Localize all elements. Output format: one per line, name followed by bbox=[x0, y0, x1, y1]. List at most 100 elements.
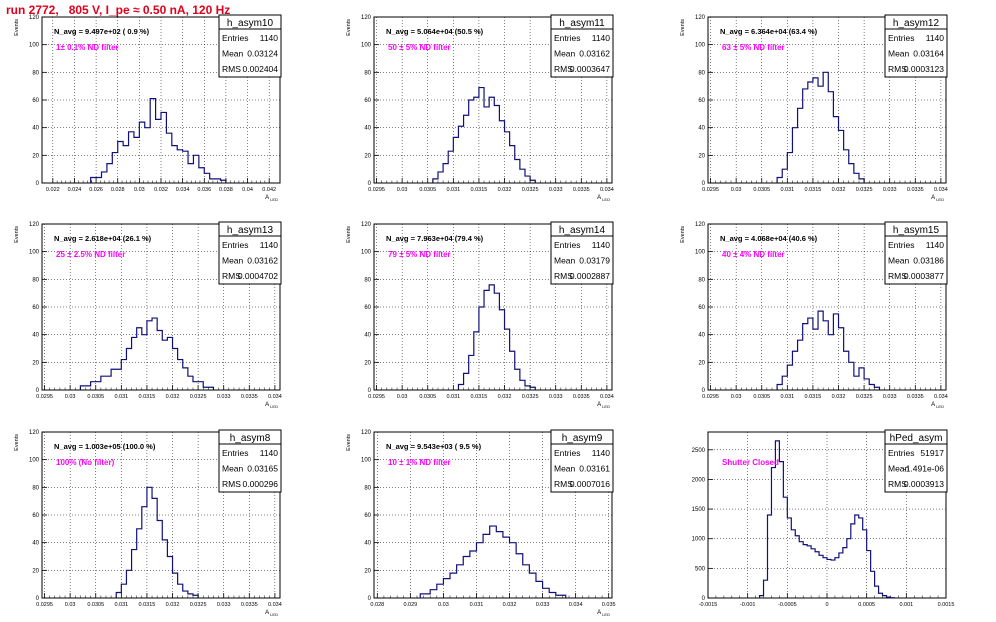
navg-label: N_avg = 9.497e+02 ( 0.9 %) bbox=[54, 27, 150, 36]
stats-label: Entries bbox=[888, 33, 914, 43]
y-tick-label: 20 bbox=[32, 568, 39, 574]
x-tick-label: 0.0295 bbox=[36, 602, 53, 608]
stats-value: 1140 bbox=[592, 448, 611, 458]
y-tick-label: 40 bbox=[32, 541, 39, 547]
stats-box-frame bbox=[884, 429, 948, 493]
navg-label: N_avg = 2.618e+04 (26.1 %) bbox=[54, 234, 152, 243]
x-tick-label: 0.0325 bbox=[522, 187, 539, 193]
y-tick-label: 100 bbox=[361, 43, 372, 49]
stats-value: 0.0004702 bbox=[238, 271, 278, 281]
x-tick-label: 0.0315 bbox=[471, 187, 488, 193]
histogram-panel-h_asym13: 0.0295 0.03 0.0305 0.031 0.0315 0.032 0.0325 0.… bbox=[14, 221, 282, 409]
x-tick-label: 0.0315 bbox=[805, 394, 822, 400]
stats-box-frame bbox=[218, 221, 282, 285]
stats-label: Entries bbox=[554, 33, 580, 43]
y-tick-label: 0 bbox=[702, 388, 706, 394]
y-tick-label: 60 bbox=[32, 98, 39, 104]
stats-label: Mean bbox=[554, 49, 576, 59]
x-axis-title: A LED bbox=[265, 610, 278, 617]
x-tick-label: 0.026 bbox=[89, 187, 103, 193]
stats-label: Entries bbox=[554, 240, 580, 250]
x-tick-label: 0.028 bbox=[370, 602, 384, 608]
filter-label: 79 ± 5% ND filter bbox=[388, 250, 451, 259]
stats-value: 1140 bbox=[592, 33, 611, 43]
x-tick-label: 0.031 bbox=[446, 394, 460, 400]
y-tick-label: 40 bbox=[32, 126, 39, 132]
histogram-panel-hPed_asym: -0.0015 -0.001 -0.0005 0 0.0005 0.001 0.0015 0 5… bbox=[692, 429, 955, 608]
y-tick-label: 0 bbox=[702, 181, 706, 187]
y-tick-label: 100 bbox=[361, 250, 372, 256]
x-tick-label: 0.0305 bbox=[87, 394, 104, 400]
y-tick-label: 40 bbox=[364, 333, 371, 339]
x-tick-label: 0.032 bbox=[832, 187, 846, 193]
x-tick-label: 0.032 bbox=[498, 394, 512, 400]
histogram-series bbox=[90, 98, 227, 183]
y-tick-label: 0 bbox=[36, 181, 40, 187]
y-tick-label: 120 bbox=[29, 222, 40, 228]
x-tick-label: 0.0005 bbox=[858, 602, 875, 608]
y-tick-label: 20 bbox=[698, 360, 705, 366]
stats-box: h_asym15 Entries 1140 Mean 0.03186 RMS0.00038… bbox=[884, 221, 948, 285]
filter-label: 1± 0.1% ND filter bbox=[56, 43, 119, 52]
y-tick-label: 120 bbox=[29, 430, 40, 436]
x-tick-label: 0.033 bbox=[536, 602, 550, 608]
x-tick-label: 0.032 bbox=[166, 394, 180, 400]
stats-label: RMS bbox=[554, 479, 573, 489]
y-tick-label: 80 bbox=[364, 277, 371, 283]
x-tick-label: 0.0325 bbox=[856, 187, 873, 193]
stats-label: RMS bbox=[554, 271, 573, 281]
y-tick-label: 60 bbox=[698, 98, 705, 104]
x-tick-label: 0.032 bbox=[832, 394, 846, 400]
stats-box: hPed_asym Entries 51917 Mean-1.491e-06 RMS0.… bbox=[884, 429, 948, 493]
y-tick-label: 40 bbox=[364, 541, 371, 547]
stats-value: 0.03161 bbox=[579, 464, 610, 474]
stats-label: Entries bbox=[222, 240, 248, 250]
histogram-panel-h_asym11: 0.0295 0.03 0.0305 0.031 0.0315 0.032 0.0325 0.… bbox=[346, 14, 614, 202]
x-tick-label: 0.033 bbox=[883, 394, 897, 400]
filter-label: 63 ± 5% ND filter bbox=[722, 43, 785, 52]
histogram-name: h_asym8 bbox=[230, 433, 271, 444]
y-tick-label: 40 bbox=[364, 126, 371, 132]
stats-box-frame bbox=[218, 14, 282, 78]
x-tick-label: 0.036 bbox=[197, 187, 211, 193]
x-tick-label: 0.0305 bbox=[753, 187, 770, 193]
stats-label: RMS bbox=[222, 64, 241, 74]
y-axis-title: Events bbox=[346, 434, 352, 451]
stats-value: 0.03162 bbox=[247, 256, 278, 266]
x-tick-label: 0.0305 bbox=[419, 187, 436, 193]
x-tick-label: 0.032 bbox=[154, 187, 168, 193]
x-tick-label: -0.001 bbox=[740, 602, 756, 608]
x-tick-label: 0.0295 bbox=[702, 187, 719, 193]
y-axis-title: Events bbox=[680, 19, 686, 36]
x-tick-label: 0.022 bbox=[46, 187, 60, 193]
y-tick-label: 2000 bbox=[692, 477, 706, 483]
filter-label: Shutter Closed bbox=[722, 458, 779, 467]
filter-label: 10 ± 1% ND filter bbox=[388, 458, 451, 467]
x-tick-label: 0.0325 bbox=[190, 602, 207, 608]
y-tick-label: 40 bbox=[32, 333, 39, 339]
x-tick-label: 0.04 bbox=[242, 187, 253, 193]
x-tick-label: 0.0325 bbox=[856, 394, 873, 400]
x-tick-label: 0.033 bbox=[217, 602, 231, 608]
filter-label: 40 ± 4% ND filter bbox=[722, 250, 785, 259]
stats-label: Entries bbox=[888, 240, 914, 250]
x-tick-label: 0.0015 bbox=[938, 602, 955, 608]
x-tick-label: 0.031 bbox=[780, 394, 794, 400]
stats-value: 1140 bbox=[260, 448, 279, 458]
x-tick-label: 0.034 bbox=[569, 602, 583, 608]
y-tick-label: 80 bbox=[698, 277, 705, 283]
histogram-name: hPed_asym bbox=[890, 433, 943, 444]
histogram-panel-h_asym10: 0.022 0.024 0.026 0.028 0.03 0.032 0.034 0.036 0… bbox=[14, 14, 282, 202]
stats-value: 0.03164 bbox=[913, 49, 944, 59]
y-tick-label: 100 bbox=[29, 458, 40, 464]
histogram-panel-h_asym9: 0.028 0.029 0.03 0.031 0.032 0.033 0.034 0.035 0… bbox=[346, 429, 616, 617]
histogram-series bbox=[79, 317, 215, 390]
histogram-name: h_asym12 bbox=[893, 18, 940, 29]
stats-box-frame bbox=[884, 14, 948, 78]
stats-value: 0.0007016 bbox=[570, 479, 610, 489]
histogram-series bbox=[776, 71, 865, 183]
histogram-name: h_asym14 bbox=[559, 225, 606, 236]
x-tick-label: 0.0335 bbox=[241, 394, 258, 400]
x-tick-label: 0.0305 bbox=[87, 602, 104, 608]
stats-box-frame bbox=[218, 429, 282, 493]
